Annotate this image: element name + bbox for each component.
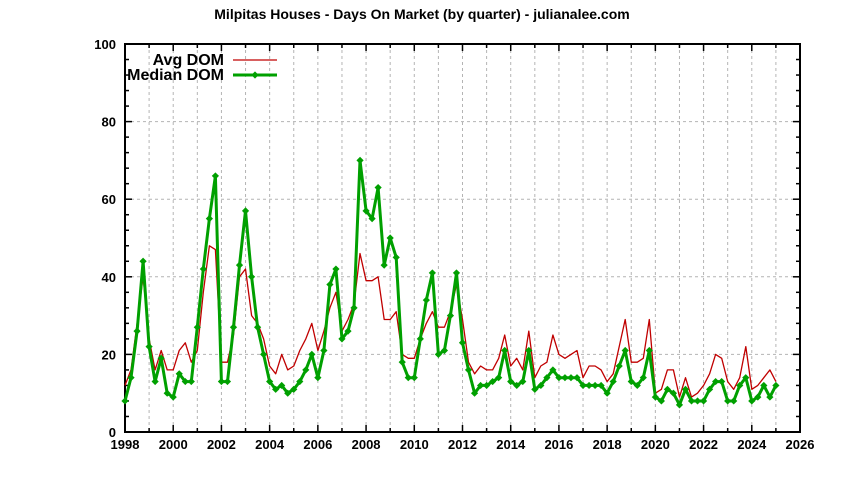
x-tick-label: 2024: [737, 437, 767, 452]
axis-ticks: [124, 43, 801, 433]
x-tick-label: 2008: [352, 437, 381, 452]
y-tick-label: 60: [102, 192, 116, 207]
y-tick-label: 80: [102, 115, 116, 130]
x-tick-label: 2000: [159, 437, 188, 452]
y-tick-label: 100: [94, 37, 116, 52]
x-tick-label: 2014: [496, 437, 526, 452]
x-tick-label: 2010: [400, 437, 429, 452]
y-tick-label: 20: [102, 347, 116, 362]
x-tick-label: 2022: [689, 437, 718, 452]
x-tick-label: 2016: [544, 437, 573, 452]
gridlines: [125, 44, 800, 432]
y-tick-label: 0: [109, 425, 116, 440]
x-tick-label: 2026: [786, 437, 815, 452]
x-tick-label: 2004: [255, 437, 285, 452]
legend-label-avg-dom: Avg DOM: [153, 52, 224, 69]
y-axis-tick-labels: 0 20 40 60 80 100: [94, 37, 116, 440]
chart-title: Milpitas Houses - Days On Market (by qua…: [214, 6, 630, 22]
median-dom-markers: [121, 156, 780, 409]
x-tick-label: 2006: [303, 437, 332, 452]
x-tick-label: 2012: [448, 437, 477, 452]
x-tick-label: 2018: [593, 437, 622, 452]
x-tick-label: 2020: [641, 437, 670, 452]
y-tick-label: 40: [102, 270, 116, 285]
legend-label-median-dom: Median DOM: [127, 67, 224, 84]
x-axis-tick-labels: 1998 2000 2002 2004 2006 2008 2010 2012 2014 2016…: [111, 437, 815, 452]
x-tick-label: 2002: [207, 437, 236, 452]
legend-marker-median-dom: [251, 71, 259, 79]
median-dom-line: [123, 158, 778, 407]
x-tick-label: 1998: [111, 437, 140, 452]
